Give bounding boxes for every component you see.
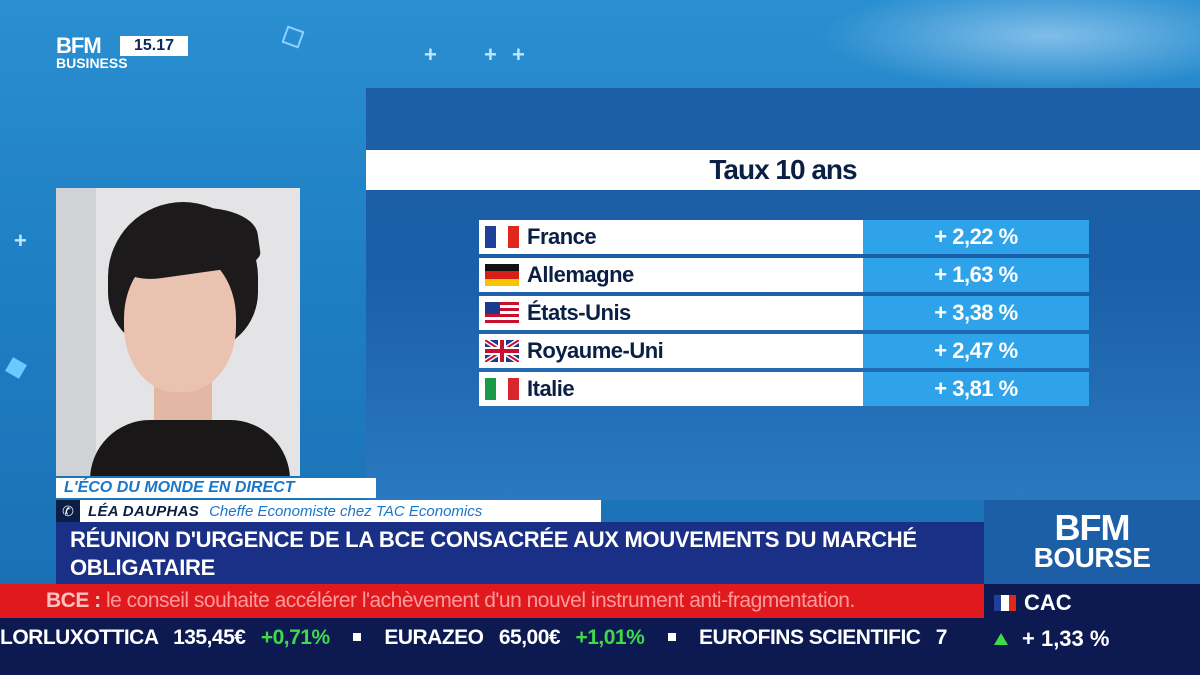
bfm-business-logo: BFM BUSINESS xyxy=(56,33,128,71)
rate-row-usa: États-Unis + 3,38 % xyxy=(479,296,1089,330)
bfm-bourse-logo: BFM BOURSE xyxy=(984,500,1200,584)
rate-value: + 3,81 % xyxy=(863,372,1089,406)
index-name: CAC xyxy=(1024,590,1072,615)
panel-title-bar: Taux 10 ans xyxy=(366,150,1200,190)
rate-value: + 2,47 % xyxy=(863,334,1089,368)
uk-flag-icon xyxy=(485,340,519,362)
stock-ticker: LORLUXOTTICA 135,45€ +0,71% EURAZEO 65,0… xyxy=(0,618,984,675)
ticker-stock-change: +1,01% xyxy=(575,626,645,649)
ticker-stock-price: 7 xyxy=(935,626,948,649)
clock: 15.17 xyxy=(120,36,188,56)
panel-title: Taux 10 ans xyxy=(709,154,857,185)
rate-value: + 1,63 % xyxy=(863,258,1089,292)
ticker-item: EURAZEO 65,00€ +1,01% xyxy=(384,626,649,649)
square-outline-decoration xyxy=(281,25,305,49)
country-name: France xyxy=(527,224,597,249)
ticker-stock-change: +0,71% xyxy=(260,626,330,649)
rate-country-cell: Allemagne xyxy=(479,258,863,292)
rate-row-italy: Italie + 3,81 % xyxy=(479,372,1089,406)
index-change-value: + 1,33 % xyxy=(1022,626,1110,651)
guest-role: Cheffe Economiste chez TAC Economics xyxy=(209,502,483,520)
country-name: Italie xyxy=(527,376,575,401)
logo-business-text: BUSINESS xyxy=(56,55,128,71)
rate-value: + 2,22 % xyxy=(863,220,1089,254)
sparkle-icon: + xyxy=(424,42,437,67)
news-crawl: BCE : le conseil souhaite accélérer l'ac… xyxy=(0,584,984,618)
germany-flag-icon xyxy=(485,264,519,286)
country-name: Allemagne xyxy=(527,262,634,287)
ticker-stock-name: EURAZEO xyxy=(384,626,484,649)
headline: RÉUNION D'URGENCE DE LA BCE CONSACRÉE AU… xyxy=(56,522,984,584)
ticker-stock-name: LORLUXOTTICA xyxy=(0,626,158,649)
rate-row-germany: Allemagne + 1,63 % xyxy=(479,258,1089,292)
ticker-item: EUROFINS SCIENTIFIC 7 xyxy=(698,626,948,649)
ticker-separator xyxy=(352,632,361,641)
show-title: L'ÉCO DU MONDE EN DIRECT xyxy=(56,478,376,498)
rate-country-cell: France xyxy=(479,220,863,254)
ticker-item: LORLUXOTTICA 135,45€ +0,71% xyxy=(0,626,335,649)
ticker-stock-price: 65,00€ xyxy=(498,626,561,649)
country-name: Royaume-Uni xyxy=(527,338,664,363)
france-flag-icon xyxy=(485,226,519,248)
rate-country-cell: États-Unis xyxy=(479,296,863,330)
cac-change: + 1,33 % xyxy=(994,626,1109,652)
ticker-stock-price: 135,45€ xyxy=(173,626,246,649)
italy-flag-icon xyxy=(485,378,519,400)
square-fill-decoration xyxy=(5,357,27,379)
sparkle-icon: + xyxy=(484,42,497,67)
guest-name: LÉA DAUPHAS xyxy=(88,502,200,520)
news-text: le conseil souhaite accélérer l'achèveme… xyxy=(100,589,855,612)
rate-country-cell: Italie xyxy=(479,372,863,406)
sparkle-icon: + xyxy=(512,42,525,67)
cac-label: CAC xyxy=(994,590,1072,616)
rate-value: + 3,38 % xyxy=(863,296,1089,330)
ticker-separator xyxy=(667,632,676,641)
guest-bar: ✆ LÉA DAUPHAS Cheffe Economiste chez TAC… xyxy=(56,500,601,522)
logo-bfm-text: BFM xyxy=(56,33,102,58)
france-flag-icon xyxy=(994,595,1016,611)
rate-country-cell: Royaume-Uni xyxy=(479,334,863,368)
up-arrow-icon xyxy=(994,633,1008,645)
ticker-stock-name: EUROFINS SCIENTIFIC xyxy=(698,626,921,649)
bourse-logo-bourse: BOURSE xyxy=(1033,542,1151,573)
background-glow xyxy=(820,0,1200,90)
guest-photo xyxy=(56,188,300,476)
rate-row-france: France + 2,22 % xyxy=(479,220,1089,254)
phone-icon: ✆ xyxy=(56,500,80,522)
rate-row-uk: Royaume-Uni + 2,47 % xyxy=(479,334,1089,368)
usa-flag-icon xyxy=(485,302,519,324)
cac-index-box: CAC + 1,33 % xyxy=(984,584,1200,675)
news-prefix: BCE : xyxy=(46,589,101,612)
rates-table: France + 2,22 % Allemagne + 1,63 % États… xyxy=(479,220,1089,410)
sparkle-icon: + xyxy=(14,228,27,253)
bourse-logo-bfm: BFM xyxy=(1054,507,1131,548)
country-name: États-Unis xyxy=(527,300,631,325)
